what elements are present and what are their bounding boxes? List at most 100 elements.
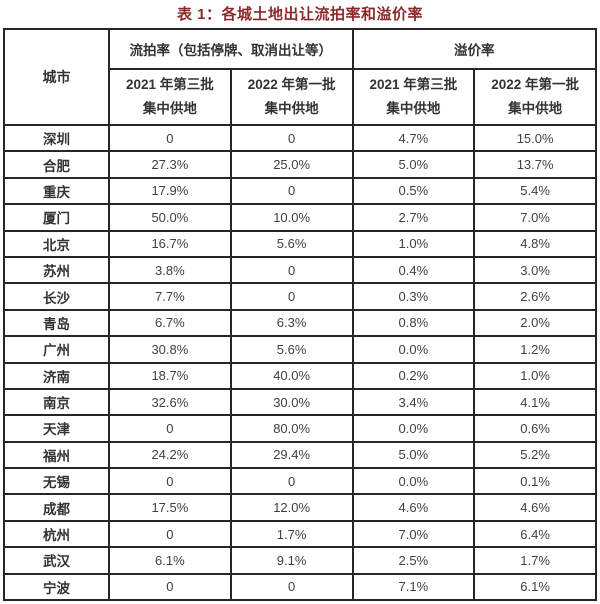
value-cell: 0.8% bbox=[351, 308, 476, 338]
value-cell: 1.7% bbox=[473, 546, 597, 575]
value-cell: 0 bbox=[108, 414, 232, 443]
city-cell: 厦门 bbox=[3, 203, 110, 232]
value-cell: 27.3% bbox=[108, 150, 232, 179]
column-header-premium-2022-batch1: 2022 年第一批 集中供地 bbox=[473, 68, 597, 126]
value-cell: 6.3% bbox=[229, 308, 354, 338]
value-cell: 6.4% bbox=[473, 519, 597, 549]
table-row: 福州 24.2% 29.4% 5.0% 5.2% bbox=[3, 440, 597, 470]
land-auction-table: 城市 流拍率（包括停牌、取消出让等） 溢价率 2021 年第三批 集中供地 20… bbox=[3, 28, 597, 602]
table-row: 济南 18.7% 40.0% 0.2% 1.0% bbox=[3, 361, 597, 390]
value-cell: 0.0% bbox=[351, 467, 476, 496]
value-cell: 0.0% bbox=[351, 335, 476, 364]
column-group-premium-rate: 溢价率 bbox=[351, 28, 597, 70]
value-cell: 0 bbox=[229, 123, 354, 153]
value-cell: 25.0% bbox=[229, 150, 354, 179]
value-cell: 3.4% bbox=[351, 387, 476, 417]
value-cell: 0.0% bbox=[351, 414, 476, 443]
city-cell: 武汉 bbox=[3, 546, 110, 575]
column-header-city: 城市 bbox=[3, 28, 110, 126]
value-cell: 0 bbox=[229, 282, 354, 311]
column-group-failure-rate: 流拍率（包括停牌、取消出让等） bbox=[108, 28, 354, 70]
city-cell: 合肥 bbox=[3, 150, 110, 179]
value-cell: 29.4% bbox=[229, 440, 354, 470]
table-row: 南京 32.6% 30.0% 3.4% 4.1% bbox=[3, 387, 597, 417]
table-row: 合肥 27.3% 25.0% 5.0% 13.7% bbox=[3, 150, 597, 179]
value-cell: 12.0% bbox=[229, 493, 354, 522]
value-cell: 80.0% bbox=[229, 414, 354, 443]
value-cell: 0.6% bbox=[473, 414, 597, 443]
table-row: 长沙 7.7% 0 0.3% 2.6% bbox=[3, 282, 597, 311]
table-title: 表 1：各城土地出让流拍率和溢价率 bbox=[176, 6, 423, 23]
value-cell: 24.2% bbox=[108, 440, 232, 470]
table-row: 重庆 17.9% 0 0.5% 5.4% bbox=[3, 176, 597, 206]
table-row: 广州 30.8% 5.6% 0.0% 1.2% bbox=[3, 335, 597, 364]
table-row: 北京 16.7% 5.6% 1.0% 4.8% bbox=[3, 229, 597, 258]
value-cell: 40.0% bbox=[229, 361, 354, 390]
value-cell: 5.0% bbox=[351, 150, 476, 179]
value-cell: 1.2% bbox=[473, 335, 597, 364]
value-cell: 30.8% bbox=[108, 335, 232, 364]
value-cell: 13.7% bbox=[473, 150, 597, 179]
value-cell: 3.8% bbox=[108, 255, 232, 285]
value-cell: 15.0% bbox=[473, 123, 597, 153]
value-cell: 18.7% bbox=[108, 361, 232, 390]
value-cell: 0 bbox=[229, 176, 354, 206]
column-header-failure-2022-batch1: 2022 年第一批 集中供地 bbox=[229, 68, 354, 126]
value-cell: 7.0% bbox=[473, 203, 597, 232]
value-cell: 0.3% bbox=[351, 282, 476, 311]
header-row-subcolumns: 2021 年第三批 集中供地 2022 年第一批 集中供地 2021 年第三批 … bbox=[4, 68, 597, 126]
value-cell: 0 bbox=[229, 255, 354, 285]
value-cell: 0 bbox=[108, 572, 232, 602]
value-cell: 5.4% bbox=[473, 176, 597, 206]
city-cell: 宁波 bbox=[3, 572, 110, 602]
city-cell: 青岛 bbox=[3, 308, 110, 338]
value-cell: 2.7% bbox=[351, 203, 476, 232]
value-cell: 2.0% bbox=[473, 308, 597, 338]
table-row: 杭州 0 1.7% 7.0% 6.4% bbox=[3, 519, 597, 549]
value-cell: 5.6% bbox=[229, 229, 354, 258]
value-cell: 7.0% bbox=[351, 519, 476, 549]
value-cell: 4.1% bbox=[473, 387, 597, 417]
value-cell: 1.0% bbox=[473, 361, 597, 390]
value-cell: 2.6% bbox=[473, 282, 597, 311]
city-cell: 济南 bbox=[3, 361, 110, 390]
city-cell: 杭州 bbox=[3, 519, 110, 549]
table-row: 青岛 6.7% 6.3% 0.8% 2.0% bbox=[3, 308, 597, 338]
city-cell: 成都 bbox=[3, 493, 110, 522]
header-row-groups: 城市 流拍率（包括停牌、取消出让等） 溢价率 bbox=[3, 28, 597, 126]
city-cell: 长沙 bbox=[3, 282, 110, 311]
value-cell: 3.0% bbox=[473, 255, 597, 285]
city-cell: 福州 bbox=[3, 440, 110, 470]
value-cell: 4.8% bbox=[473, 229, 597, 258]
value-cell: 0.5% bbox=[351, 176, 476, 206]
value-cell: 1.0% bbox=[351, 229, 476, 258]
value-cell: 32.6% bbox=[108, 387, 232, 417]
city-cell: 苏州 bbox=[3, 255, 110, 285]
value-cell: 0 bbox=[229, 572, 354, 602]
value-cell: 7.7% bbox=[108, 282, 232, 311]
table-row: 厦门 50.0% 10.0% 2.7% 7.0% bbox=[3, 203, 597, 232]
value-cell: 5.2% bbox=[473, 440, 597, 470]
value-cell: 2.5% bbox=[351, 546, 476, 575]
value-cell: 9.1% bbox=[229, 546, 354, 575]
value-cell: 1.7% bbox=[229, 519, 354, 549]
value-cell: 5.0% bbox=[351, 440, 476, 470]
city-cell: 无锡 bbox=[3, 467, 110, 496]
table-row: 武汉 6.1% 9.1% 2.5% 1.7% bbox=[3, 546, 597, 575]
value-cell: 5.6% bbox=[229, 335, 354, 364]
city-cell: 深圳 bbox=[3, 123, 110, 153]
table-row: 苏州 3.8% 0 0.4% 3.0% bbox=[3, 255, 597, 285]
table-row: 成都 17.5% 12.0% 4.6% 4.6% bbox=[3, 493, 597, 522]
table-row: 深圳 0 0 4.7% 15.0% bbox=[3, 123, 597, 153]
value-cell: 50.0% bbox=[108, 203, 232, 232]
value-cell: 4.6% bbox=[351, 493, 476, 522]
value-cell: 0.1% bbox=[473, 467, 597, 496]
value-cell: 16.7% bbox=[108, 229, 232, 258]
city-cell: 重庆 bbox=[3, 176, 110, 206]
column-header-premium-2021-batch3: 2021 年第三批 集中供地 bbox=[351, 68, 476, 126]
value-cell: 17.9% bbox=[108, 176, 232, 206]
table-body: 深圳 0 0 4.7% 15.0% 合肥 27.3% 25.0% 5.0% 13.7% 重庆 17.9… bbox=[3, 123, 597, 602]
value-cell: 0 bbox=[108, 123, 232, 153]
value-cell: 0.2% bbox=[351, 361, 476, 390]
